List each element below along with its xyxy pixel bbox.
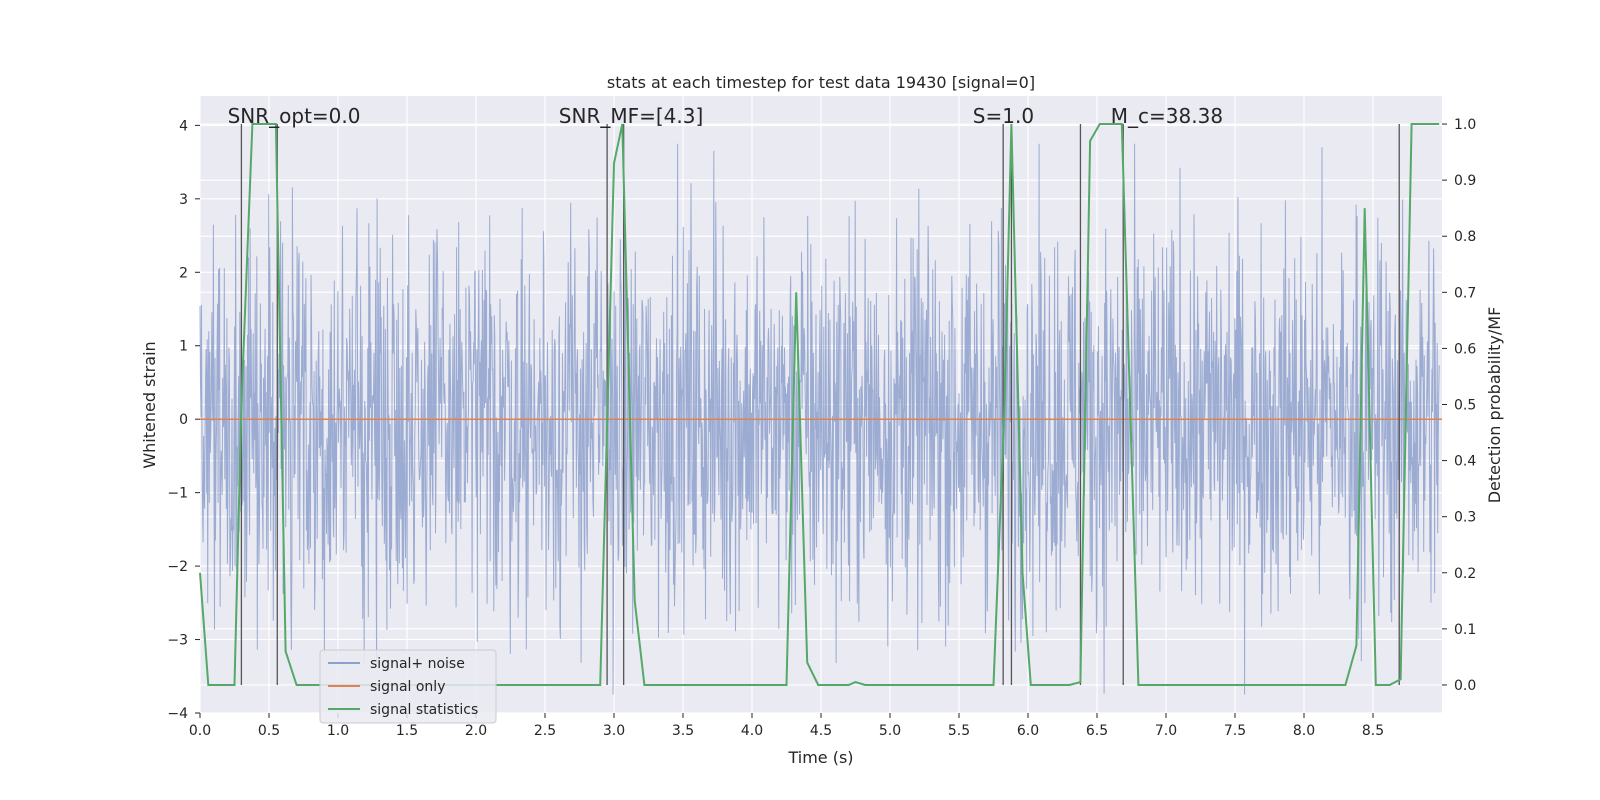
signal-noise-series [199,143,1440,695]
annotation-label: S=1.0 [973,104,1034,128]
annotation-label: M_c=38.38 [1111,104,1223,128]
legend-label-signal-noise: signal+ noise [370,656,465,672]
legend: signal+ noise signal only signal statist… [319,649,497,724]
y-right-tick-label: 0.3 [1454,510,1476,526]
x-axis-ticks: 0.0 0.5 1.0 1.5 2.0 2.5 3.0 3.5 4.0 4.5 5.0 5.5 6.0 6… [189,713,1384,739]
y-tick-label: 3 [179,192,188,208]
x-tick-label: 4.0 [741,723,763,739]
y-right-tick-label: 0.4 [1454,454,1476,470]
y-right-tick-label: 0.2 [1454,566,1476,582]
signal-statistics-line [199,123,1440,686]
y-tick-label: 2 [179,265,188,281]
y-axis-ticks: −4 −3 −2 −1 0 1 2 3 4 [167,118,200,722]
legend-label-signal-statistics: signal statistics [370,702,478,718]
x-tick-label: 1.5 [396,723,418,739]
annotation-label: SNR_MF=[4.3] [559,104,703,128]
x-tick-label: 6.0 [1017,723,1039,739]
y-right-tick-label: 0.6 [1454,341,1476,357]
y-tick-label: 1 [179,339,188,355]
x-tick-label: 1.0 [327,723,349,739]
x-tick-label: 3.5 [672,723,694,739]
y-right-tick-label: 1.0 [1454,117,1476,133]
x-tick-label: 2.0 [465,723,487,739]
x-tick-label: 0.5 [258,723,280,739]
y-right-tick-label: 0.9 [1454,173,1476,189]
y-tick-label: −2 [167,559,188,575]
y-tick-label: −4 [167,706,188,722]
legend-label-signal-only: signal only [370,679,445,695]
y-tick-label: −1 [167,486,188,502]
y-right-tick-label: 0.1 [1454,622,1476,638]
y-right-axis-ticks: 0.0 0.1 0.2 0.3 0.4 0.5 0.6 0.7 0.8 0.9 1.0 [1442,117,1476,694]
y-right-axis-label: Detection probability/MF [1485,307,1504,504]
x-tick-label: 8.5 [1362,723,1384,739]
annotation-label: SNR_opt=0.0 [228,104,361,128]
signal-noise-line [199,143,1440,695]
x-tick-label: 5.0 [879,723,901,739]
y-right-tick-label: 0.0 [1454,678,1476,694]
y-tick-label: −3 [167,633,188,649]
x-tick-label: 6.5 [1086,723,1108,739]
x-tick-label: 0.0 [189,723,211,739]
legend-box [319,649,497,724]
y-right-tick-label: 0.8 [1454,229,1476,245]
x-tick-label: 2.5 [534,723,556,739]
annotations: SNR_opt=0.0 SNR_MF=[4.3] S=1.0 M_c=38.38 [228,104,1223,128]
y-tick-label: 0 [179,412,188,428]
x-axis-label: Time (s) [787,748,853,767]
x-tick-label: 8.0 [1293,723,1315,739]
x-tick-label: 5.5 [948,723,970,739]
x-tick-label: 7.5 [1224,723,1246,739]
signal-statistics-series [199,123,1440,686]
x-tick-label: 7.0 [1155,723,1177,739]
x-tick-label: 3.0 [603,723,625,739]
chart-title: stats at each timestep for test data 194… [607,73,1035,92]
y-right-tick-label: 0.5 [1454,398,1476,414]
y-right-tick-label: 0.7 [1454,285,1476,301]
vertical-markers [240,124,1400,685]
y-axis-label: Whitened strain [140,341,159,468]
y-tick-label: 4 [179,118,188,134]
x-tick-label: 4.5 [810,723,832,739]
